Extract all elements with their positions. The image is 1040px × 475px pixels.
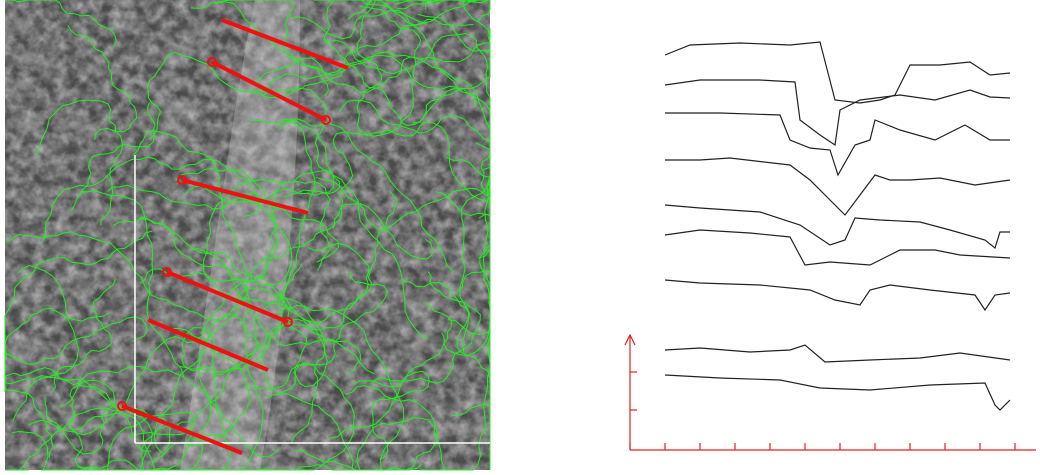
profile-plot bbox=[625, 42, 1036, 450]
profile-line bbox=[665, 375, 1010, 410]
profile-line bbox=[665, 345, 1010, 362]
profile-line bbox=[665, 113, 1010, 175]
profile-line bbox=[665, 280, 1010, 310]
aerial-image bbox=[5, 0, 490, 470]
plot-axes bbox=[625, 335, 1036, 450]
screenshot bbox=[0, 0, 1040, 475]
profile-line bbox=[665, 158, 1010, 215]
page: (() => { const data = JSON.parse(documen… bbox=[0, 0, 1040, 475]
profile-line bbox=[665, 205, 1010, 248]
profile-line bbox=[665, 230, 1010, 265]
